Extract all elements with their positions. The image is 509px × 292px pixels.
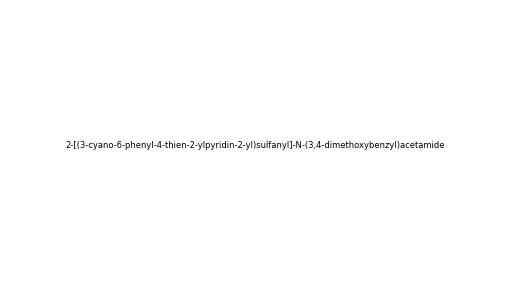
Text: 2-[(3-cyano-6-phenyl-4-thien-2-ylpyridin-2-yl)sulfanyl]-N-(3,4-dimethoxybenzyl)a: 2-[(3-cyano-6-phenyl-4-thien-2-ylpyridin…: [65, 142, 444, 150]
